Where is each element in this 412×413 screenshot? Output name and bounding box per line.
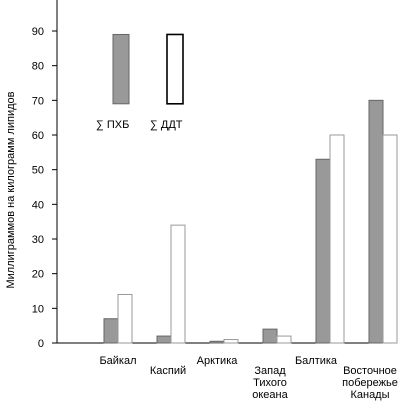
y-axis-label: Миллиграммов на килограмм липидов	[5, 91, 17, 288]
legend-swatch-ddt	[166, 33, 184, 105]
x-tick-label-line: Арктика	[197, 355, 239, 367]
y-tick-label: 30	[32, 234, 44, 246]
legend-label-pcb: ∑ ПХБ	[96, 119, 129, 131]
bar-ddt	[276, 335, 292, 344]
y-ticks: 0 10 20 30 40 50 60 70 80 90	[32, 26, 57, 350]
y-tick-label: 50	[32, 165, 44, 177]
y-tick-label: 10	[32, 303, 44, 315]
x-tick-label: Арктика	[197, 355, 239, 367]
legend: ∑ ПХБ ∑ ДДТ	[96, 33, 184, 131]
bar-ddt	[117, 293, 133, 344]
x-tick-labels: Байкал Каспий Арктика Запад Тихого океана Балт…	[99, 355, 397, 401]
bars	[103, 99, 398, 344]
y-axis-label-group: Миллиграммов на килограмм липидов	[5, 91, 17, 288]
y-tick-label: 70	[32, 95, 44, 107]
bar-pcb	[315, 158, 331, 344]
bar-ddt	[382, 134, 398, 344]
bar-ddt	[170, 224, 186, 344]
x-tick-label: Запад Тихого океана	[252, 365, 288, 401]
bar-pcb	[156, 335, 172, 344]
x-tick-label-line: океана	[252, 389, 288, 401]
x-tick-label: Каспий	[150, 365, 186, 377]
y-tick-label: 40	[32, 199, 44, 211]
y-tick-label: 90	[32, 26, 44, 38]
legend-label-ddt: ∑ ДДТ	[150, 119, 183, 131]
y-tick-label: 0	[38, 338, 44, 350]
y-tick-label: 20	[32, 269, 44, 281]
x-tick-label-line: Каспий	[150, 365, 186, 377]
x-tick-label-line: Канады	[350, 389, 389, 401]
bar-pcb	[262, 328, 278, 344]
x-tick-label-line: Запад	[254, 365, 286, 377]
x-tick-label: Восточное побережье Канады	[342, 365, 398, 401]
x-tick-label-line: Тихого	[253, 377, 287, 389]
x-tick-label: Балтика	[295, 355, 338, 367]
bar-pcb	[368, 99, 384, 344]
x-tick-label-line: Байкал	[99, 355, 136, 367]
legend-swatch-pcb	[112, 33, 130, 105]
bar-ddt	[223, 339, 239, 344]
bar-ddt	[329, 134, 345, 344]
y-tick-label: 60	[32, 130, 44, 142]
y-tick-label: 80	[32, 61, 44, 73]
x-tick-label-line: Балтика	[295, 355, 338, 367]
x-tick-label: Байкал	[99, 355, 136, 367]
x-tick-label-line: Восточное	[343, 365, 397, 377]
x-tick-label-line: побережье	[342, 377, 398, 389]
bar-pcb	[209, 340, 225, 344]
bar-pcb	[103, 318, 119, 344]
